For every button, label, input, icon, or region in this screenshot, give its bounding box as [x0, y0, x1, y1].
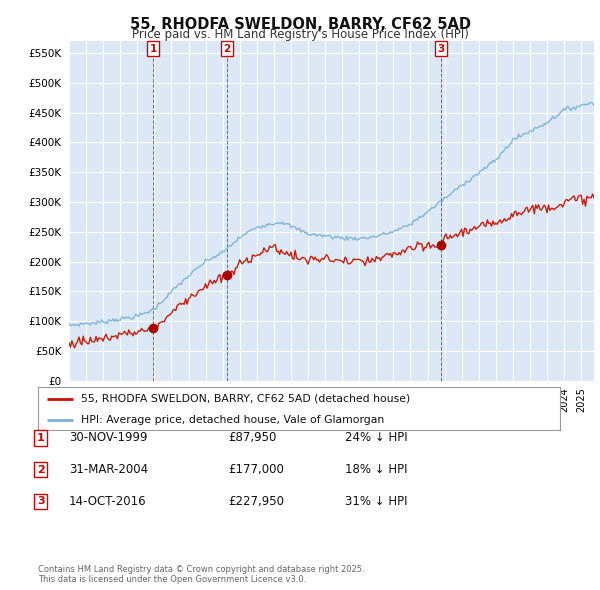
Text: 1: 1: [37, 433, 44, 442]
Text: £177,000: £177,000: [228, 463, 284, 476]
Text: Price paid vs. HM Land Registry's House Price Index (HPI): Price paid vs. HM Land Registry's House …: [131, 28, 469, 41]
Text: 2: 2: [37, 465, 44, 474]
Text: 18% ↓ HPI: 18% ↓ HPI: [345, 463, 407, 476]
Text: 31-MAR-2004: 31-MAR-2004: [69, 463, 148, 476]
Text: HPI: Average price, detached house, Vale of Glamorgan: HPI: Average price, detached house, Vale…: [80, 415, 384, 425]
Text: 55, RHODFA SWELDON, BARRY, CF62 5AD (detached house): 55, RHODFA SWELDON, BARRY, CF62 5AD (det…: [80, 394, 410, 404]
Text: £227,950: £227,950: [228, 495, 284, 508]
Text: Contains HM Land Registry data © Crown copyright and database right 2025.
This d: Contains HM Land Registry data © Crown c…: [38, 565, 364, 584]
Text: 30-NOV-1999: 30-NOV-1999: [69, 431, 148, 444]
Text: 1: 1: [149, 44, 157, 54]
Text: 31% ↓ HPI: 31% ↓ HPI: [345, 495, 407, 508]
Text: £87,950: £87,950: [228, 431, 277, 444]
Text: 14-OCT-2016: 14-OCT-2016: [69, 495, 146, 508]
Text: 2: 2: [223, 44, 230, 54]
Text: 55, RHODFA SWELDON, BARRY, CF62 5AD: 55, RHODFA SWELDON, BARRY, CF62 5AD: [130, 17, 470, 31]
Text: 3: 3: [437, 44, 445, 54]
Text: 24% ↓ HPI: 24% ↓ HPI: [345, 431, 407, 444]
Text: 3: 3: [37, 497, 44, 506]
